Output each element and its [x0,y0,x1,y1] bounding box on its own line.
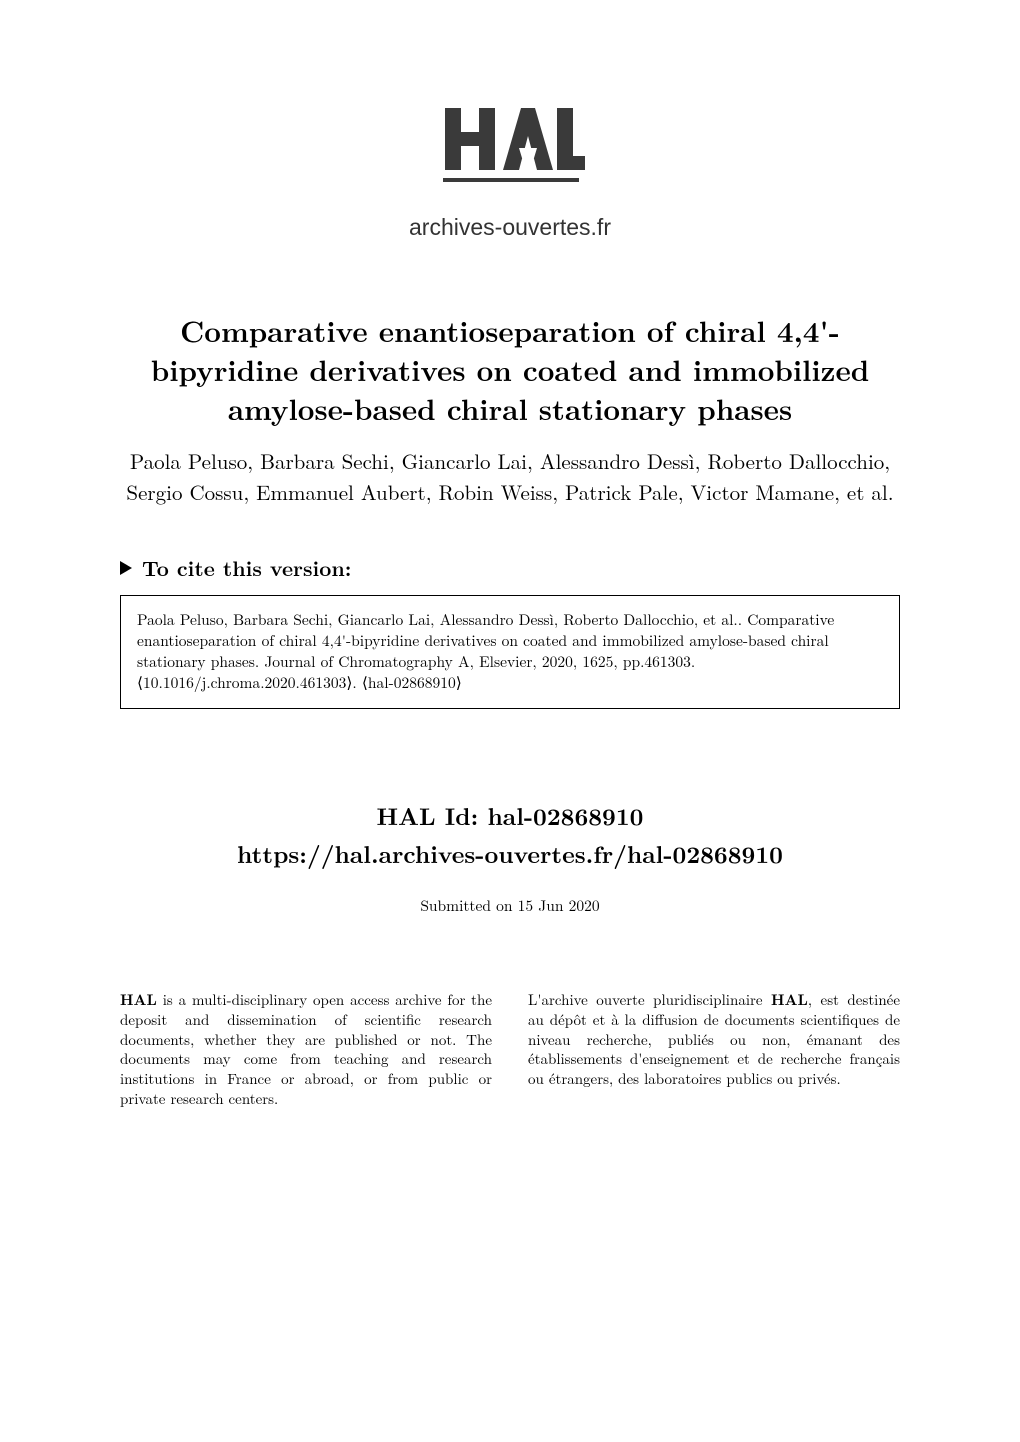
hal-logo-block: archives-ouvertes.fr [120,100,900,241]
hal-id-block: HAL Id: hal-02868910 https://hal.archive… [120,799,900,871]
logo-subtext: archives-ouvertes.fr [409,214,611,241]
citation-box: Paola Peluso, Barbara Sechi, Giancarlo L… [120,595,900,709]
submitted-date: Submitted on 15 Jun 2020 [120,895,900,916]
paper-title: Comparative enantioseparation of chiral … [120,311,900,428]
left-column: HAL is a multi-disciplinary open access … [120,990,492,1109]
left-text: is a multi-disciplinary open access arch… [120,989,492,1109]
right-pre: L'archive ouverte pluridisciplinaire [528,989,771,1010]
cite-heading-text: To cite this version: [142,553,351,583]
hal-logo-icon [435,100,585,210]
triangle-icon [120,561,132,575]
cite-heading: To cite this version: [120,553,900,583]
hal-url[interactable]: https://hal.archives-ouvertes.fr/hal-028… [120,837,900,871]
citation-text: Paola Peluso, Barbara Sechi, Giancarlo L… [137,609,834,693]
hal-cover-page: archives-ouvertes.fr Comparative enantio… [0,0,1020,1442]
author-list: Paola Peluso, Barbara Sechi, Giancarlo L… [120,446,900,507]
right-column: L'archive ouverte pluridisciplinaire HAL… [528,990,900,1109]
description-columns: HAL is a multi-disciplinary open access … [120,990,900,1109]
right-bold: HAL [771,989,808,1010]
left-bold: HAL [120,989,157,1010]
hal-id: HAL Id: hal-02868910 [120,799,900,833]
